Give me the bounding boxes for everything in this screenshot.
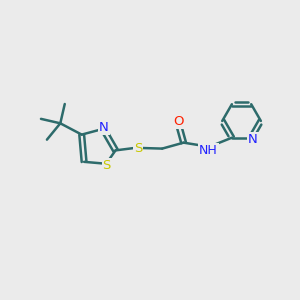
Text: NH: NH bbox=[199, 144, 218, 157]
Text: O: O bbox=[173, 115, 184, 128]
Text: N: N bbox=[248, 133, 258, 146]
Text: S: S bbox=[134, 142, 142, 154]
Text: N: N bbox=[99, 121, 109, 134]
Text: S: S bbox=[103, 159, 111, 172]
